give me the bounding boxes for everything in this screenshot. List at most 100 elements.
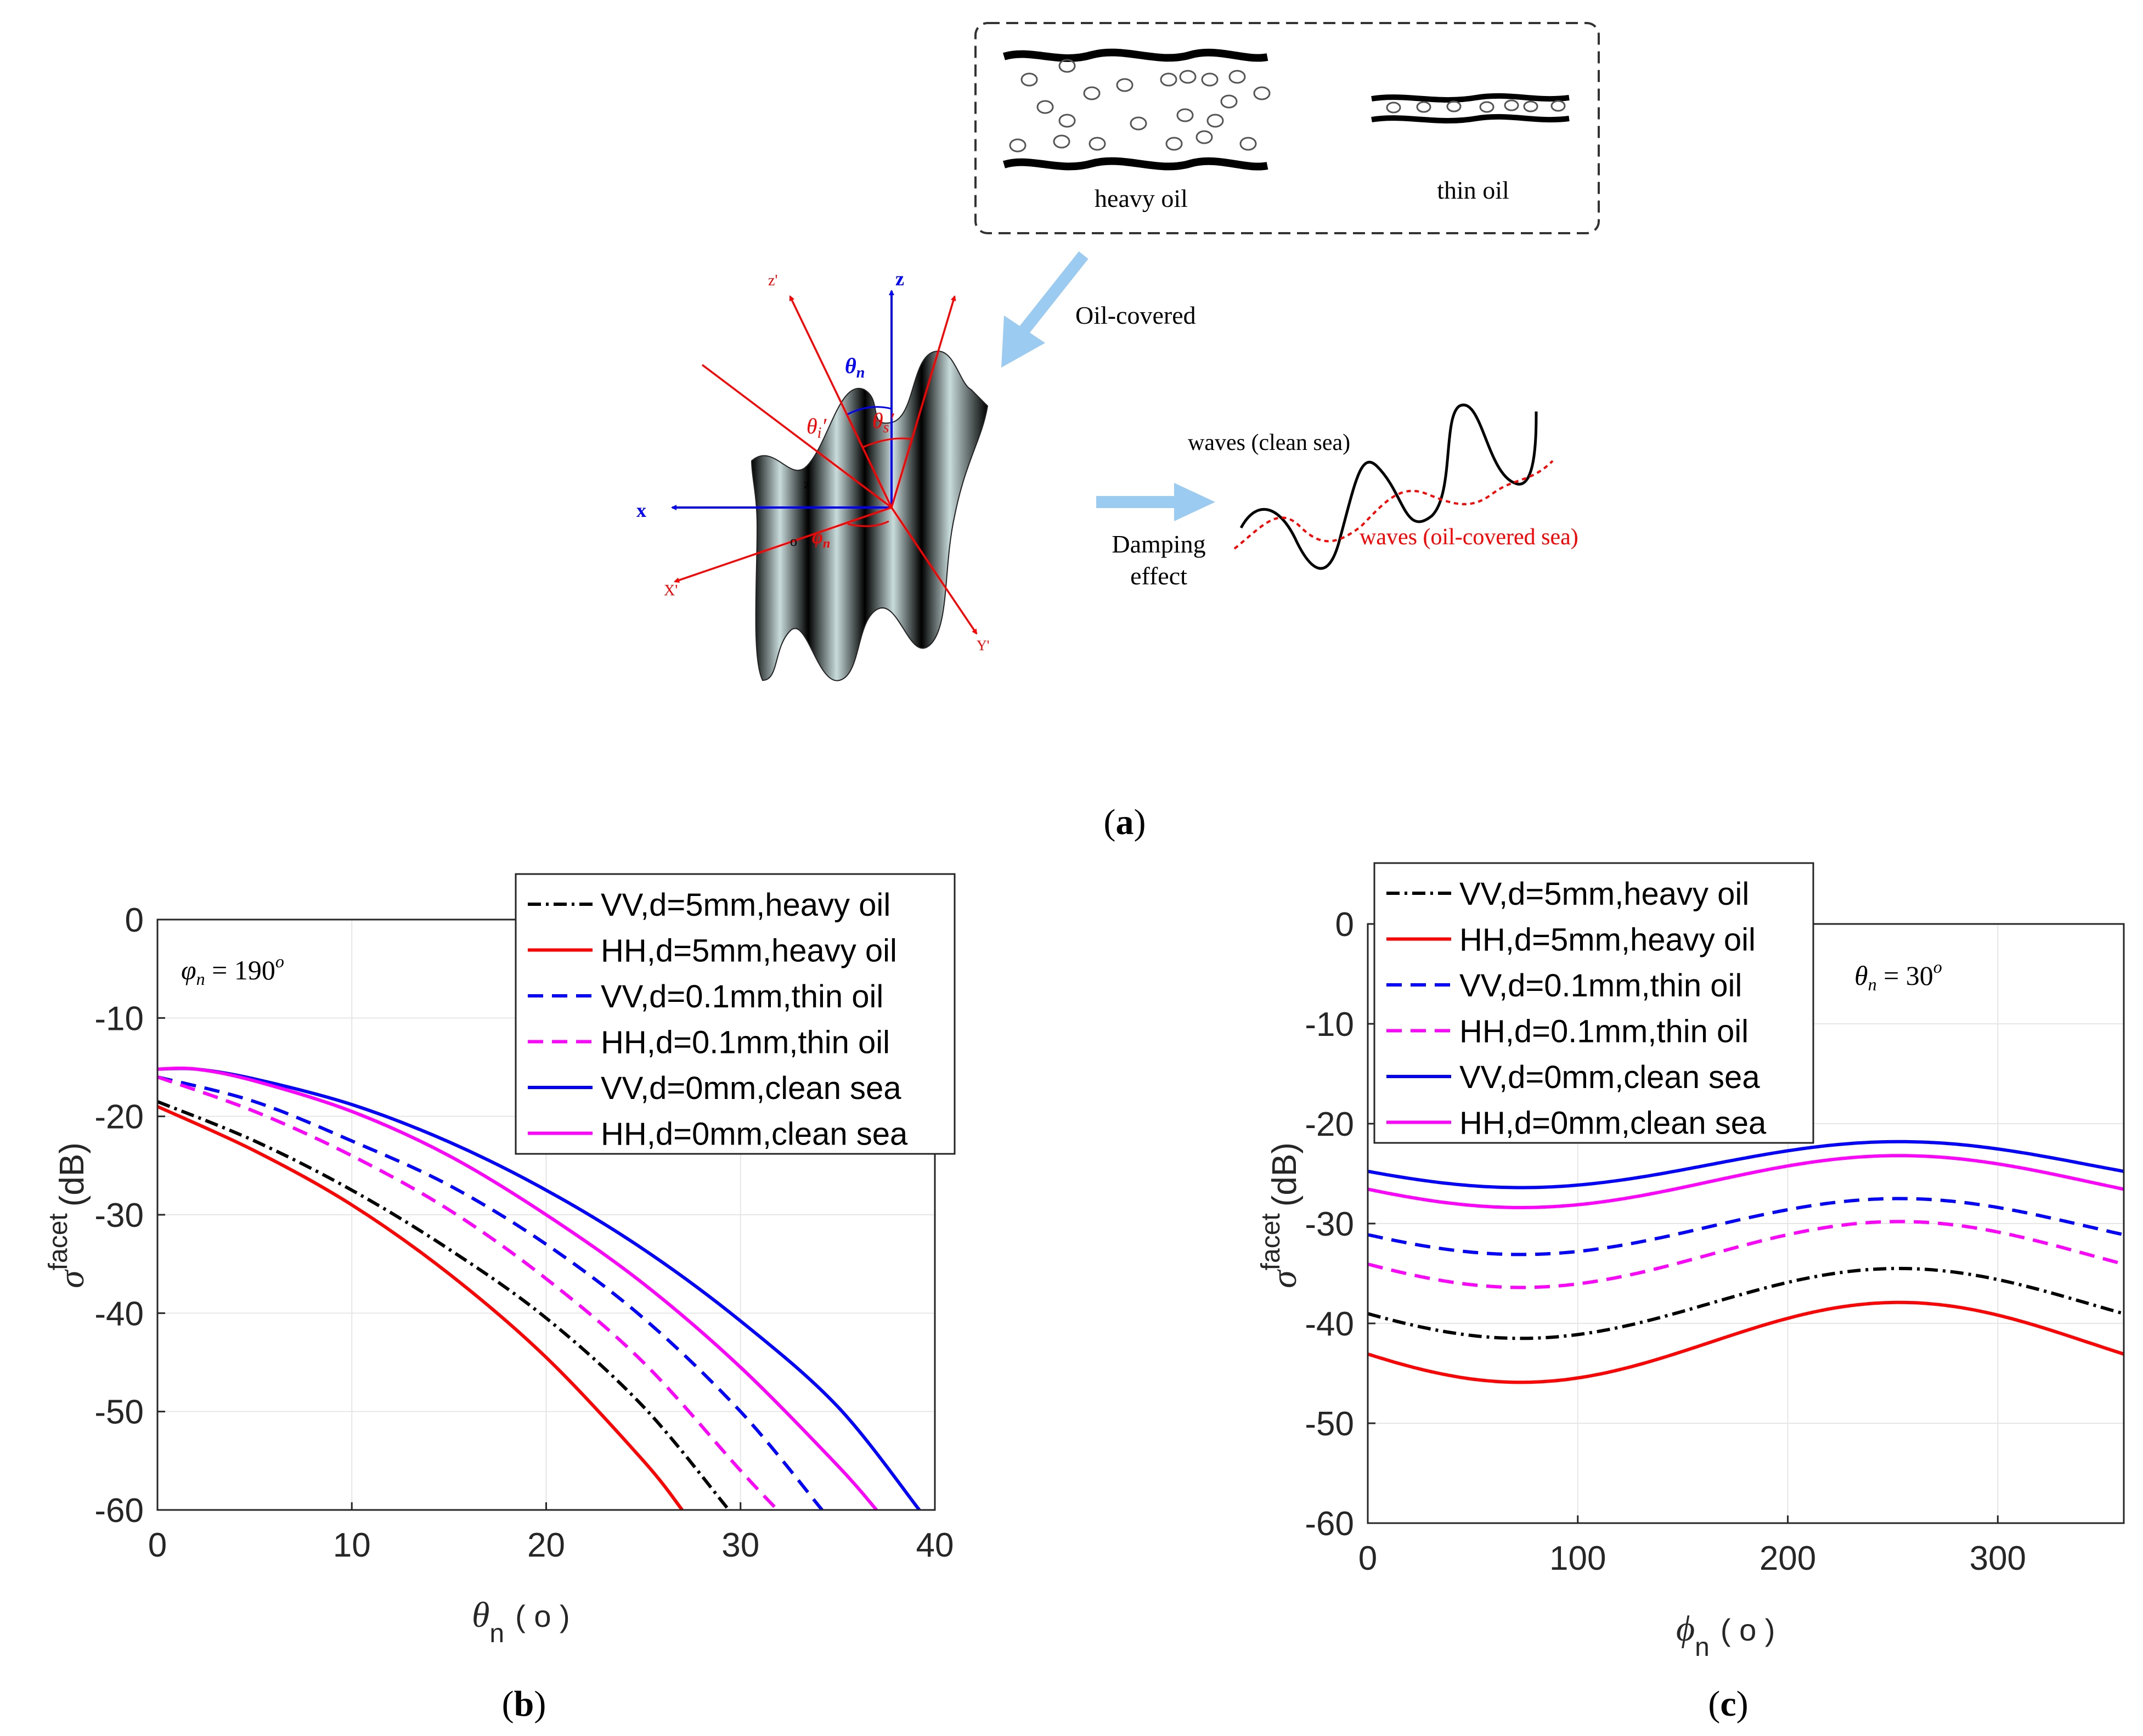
chart-c-ytick-label-3: -30	[1305, 1205, 1354, 1243]
chart-c-ylabel: σfacet(dB)	[1256, 1142, 1304, 1288]
z-small-label: z	[804, 476, 810, 492]
chart-b-ytick-label-6: -60	[94, 1492, 144, 1530]
chart-b-ytick-label-0: 0	[125, 901, 144, 939]
chart-b-legend-label-0: VV,d=5mm,heavy oil	[601, 887, 890, 923]
oil-covered-label: Oil-covered	[1075, 301, 1196, 329]
chart-b-tick-labels: 0 10 20 30 40 0 -10 -20 -30 -40 -50 -60	[94, 901, 954, 1564]
chart-c-legend-label-5: HH,d=0mm,clean sea	[1459, 1106, 1767, 1141]
chart-b-xtick-label-4: 40	[916, 1526, 954, 1564]
oil-covered-sea-wave	[1233, 460, 1554, 550]
chart-b-series-line-4	[157, 1067, 921, 1511]
chart-c-series-line-3	[1367, 1220, 2124, 1289]
theta-s-label: θs′	[872, 408, 895, 436]
chart-b-legend-box	[515, 873, 956, 1155]
chart-b-series-line-1	[156, 1104, 684, 1511]
origin-label: o	[790, 533, 797, 549]
chart-c-series-lines	[1367, 1140, 2124, 1384]
axis-z-prime-label: z'	[768, 272, 777, 289]
chart-b-legend-label-3: HH,d=0.1mm,thin oil	[601, 1025, 890, 1061]
heavy-oil-bubbles	[1009, 59, 1271, 153]
chart-c-tick-labels: 0 100 200 300 0 -10 -20 -30 -40 -50 -60	[1305, 906, 2026, 1577]
phi-n-label: φn	[812, 527, 830, 551]
chart-c-legend-label-2: VV,d=0.1mm,thin oil	[1459, 968, 1742, 1004]
axis-y-prime-label: Y'	[977, 638, 989, 653]
chart-b-legend-label-5: HH,d=0mm,clean sea	[601, 1117, 908, 1152]
thin-oil-top-surface	[1371, 93, 1570, 103]
chart-c-ytick-label-0: 0	[1335, 906, 1354, 944]
clean-wave-label: waves (clean sea)	[1188, 430, 1350, 455]
chart-c: 0 100 200 300 0 -10 -20 -30 -40 -50 -60 θn = 30o ϕ…	[1256, 862, 2125, 1724]
chart-c-xtick-label-2: 200	[1759, 1540, 1816, 1577]
chart-b-xtick-label-3: 30	[721, 1526, 759, 1564]
chart-b-annotation: φn = 190o	[181, 951, 284, 989]
chart-c-xlabel: ϕn( o )	[1676, 1609, 1775, 1662]
chart-b-ytick-label-3: -30	[94, 1197, 144, 1235]
oil-wave-label: waves (oil-covered sea)	[1360, 525, 1578, 550]
chart-c-annotation: θn = 30o	[1854, 957, 1942, 994]
chart-c-xtick-label-3: 300	[1970, 1540, 2026, 1577]
chart-b-series-lines	[156, 1067, 921, 1512]
axis-z-prime	[789, 295, 893, 508]
chart-c-legend-label-0: VV,d=5mm,heavy oil	[1459, 876, 1749, 912]
incident-ray	[701, 364, 893, 509]
chart-b-legend: VV,d=5mm,heavy oil HH,d=5mm,heavy oil VV,d…	[515, 873, 956, 1155]
axis-x-label: x	[636, 499, 646, 521]
chart-b-ytick-label-2: -20	[94, 1098, 144, 1136]
damping-label-1: Damping	[1112, 530, 1205, 558]
heavy-oil-bottom-surface	[1002, 157, 1268, 171]
chart-c-ytick-label-2: -20	[1305, 1106, 1354, 1143]
axis-x-prime	[674, 506, 892, 583]
chart-b-series-line-0	[156, 1100, 730, 1511]
chart-b-legend-label-4: VV,d=0mm,clean sea	[601, 1070, 901, 1106]
chart-c-ytick-label-4: -40	[1305, 1305, 1354, 1343]
thin-oil-label: thin oil	[1437, 176, 1509, 204]
chart-c-series-line-5	[1367, 1154, 2124, 1209]
chart-c-xtick-label-0: 0	[1358, 1540, 1377, 1577]
clean-sea-wave	[1239, 403, 1538, 570]
axis-z-label: z	[895, 268, 904, 290]
chart-c-xtick-label-1: 100	[1549, 1540, 1606, 1577]
axis-y-prime	[890, 507, 978, 635]
chart-c-ytick-label-1: -10	[1305, 1006, 1354, 1044]
chart-b-xlabel: θn( o )	[472, 1595, 570, 1648]
chart-c-legend-box	[1373, 862, 1814, 1144]
heavy-oil-top-surface	[1002, 48, 1268, 62]
chart-b-legend-label-1: HH,d=5mm,heavy oil	[601, 933, 897, 969]
scattered-ray	[890, 295, 956, 508]
chart-c-series-line-2	[1367, 1197, 2124, 1256]
chart-b-ylabel: σfacet(dB)	[44, 1142, 92, 1288]
oil-covered-arrow-shaft	[1016, 251, 1089, 339]
theta-i-label: θi′	[807, 414, 827, 442]
chart-c-legend: VV,d=5mm,heavy oil HH,d=5mm,heavy oil VV,d…	[1373, 862, 1814, 1144]
thin-oil-bottom-surface	[1371, 114, 1570, 123]
chart-b: 0 10 20 30 40 0 -10 -20 -30 -40 -50 -60 φn = 190o θ…	[44, 873, 956, 1724]
damping-arrow-head	[1174, 483, 1215, 521]
chart-b-series-line-2	[157, 1075, 824, 1511]
caption-a: (a)	[1104, 802, 1146, 842]
chart-b-ytick-label-1: -10	[94, 1000, 144, 1038]
phi-n-arc	[847, 520, 889, 527]
chart-b-xtick-label-1: 10	[333, 1526, 371, 1564]
panel-a: heavy oil thin oil Oil-covered z x z' X'…	[636, 22, 1600, 842]
chart-c-legend-label-1: HH,d=5mm,heavy oil	[1459, 922, 1756, 958]
chart-b-legend-label-2: VV,d=0.1mm,thin oil	[601, 979, 883, 1014]
chart-b-series-line-5	[157, 1067, 878, 1511]
oil-covered-arrow-head	[1001, 315, 1045, 368]
chart-b-xtick-label-0: 0	[148, 1526, 167, 1564]
chart-b-ytick-label-5: -50	[94, 1394, 144, 1431]
chart-c-legend-label-4: VV,d=0mm,clean sea	[1459, 1059, 1760, 1095]
chart-c-ytick-label-6: -60	[1305, 1505, 1354, 1543]
theta-n-label: θn	[845, 353, 865, 381]
chart-b-ytick-label-4: -40	[94, 1295, 144, 1333]
chart-c-legend-label-3: HH,d=0.1mm,thin oil	[1459, 1014, 1749, 1050]
chart-b-xtick-label-2: 20	[527, 1526, 565, 1564]
chart-b-ticks	[156, 918, 936, 1511]
chart-c-series-line-4	[1367, 1140, 2124, 1190]
heavy-oil-label: heavy oil	[1095, 184, 1188, 212]
theta-s-arc	[862, 437, 911, 448]
caption-c: (c)	[1708, 1684, 1748, 1724]
chart-c-series-line-1	[1367, 1300, 2124, 1384]
damping-label-2: effect	[1130, 562, 1187, 590]
chart-c-ytick-label-5: -50	[1305, 1405, 1354, 1443]
